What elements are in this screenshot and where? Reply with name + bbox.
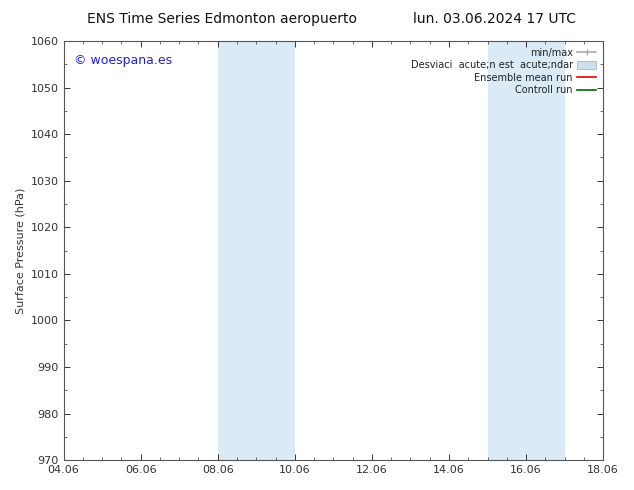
Y-axis label: Surface Pressure (hPa): Surface Pressure (hPa) [15,187,25,314]
Legend: min/max, Desviaci  acute;n est  acute;ndar, Ensemble mean run, Controll run: min/max, Desviaci acute;n est acute;ndar… [409,46,598,97]
Text: © woespana.es: © woespana.es [74,53,172,67]
Bar [488,41,565,460]
Text: lun. 03.06.2024 17 UTC: lun. 03.06.2024 17 UTC [413,12,576,26]
Text: ENS Time Series Edmonton aeropuerto: ENS Time Series Edmonton aeropuerto [87,12,357,26]
Bar [217,41,295,460]
